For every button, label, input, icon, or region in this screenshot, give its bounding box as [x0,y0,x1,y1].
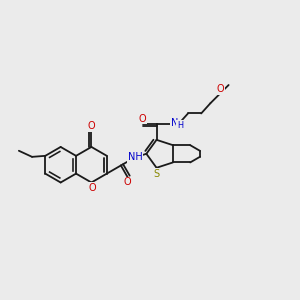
Text: O: O [124,178,131,188]
Text: O: O [88,183,96,193]
Text: O: O [88,121,95,131]
Text: O: O [217,84,224,94]
Text: O: O [139,113,146,124]
Text: NH: NH [128,152,142,162]
Text: H: H [177,121,183,130]
Text: N: N [171,118,178,128]
Text: S: S [154,169,160,179]
